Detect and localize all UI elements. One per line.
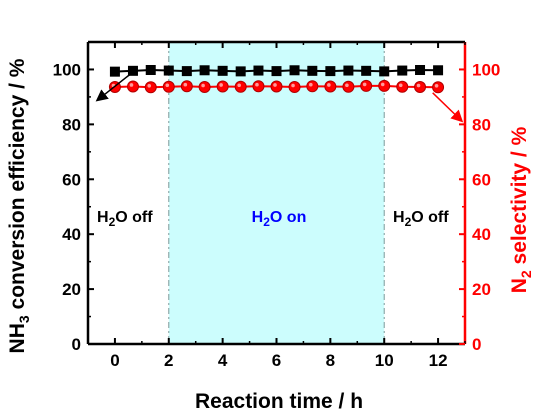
- data-point-square: [109, 66, 120, 77]
- data-point-square: [379, 66, 390, 77]
- x-axis-title: Reaction time / h: [195, 390, 363, 413]
- left-y-tick-label: 40: [62, 225, 81, 244]
- data-point-circle: [378, 79, 391, 92]
- data-point-square: [217, 65, 228, 76]
- data-point-square: [307, 65, 318, 76]
- left-y-tick-label: 60: [62, 170, 81, 189]
- x-tick-label: 12: [429, 351, 448, 370]
- x-tick-label: 4: [218, 351, 228, 370]
- x-tick-label: 6: [272, 351, 281, 370]
- right-y-tick-label: 40: [472, 225, 491, 244]
- data-series: [108, 65, 445, 94]
- data-point-highlight: [398, 83, 403, 88]
- arrow-to-left-axis: [95, 70, 135, 102]
- data-point-circle: [306, 80, 319, 93]
- data-point-circle: [288, 81, 301, 94]
- data-point-highlight: [362, 82, 367, 87]
- data-point-highlight: [165, 83, 170, 88]
- x-axis-ticks: 0 2 4 6 8 10 12: [87, 42, 466, 370]
- data-point-square: [199, 65, 210, 76]
- right-y-tick-label: 60: [472, 170, 491, 189]
- data-point-highlight: [129, 83, 134, 87]
- data-point-circle: [126, 80, 139, 93]
- right-y-tick-label: 20: [472, 280, 491, 299]
- data-point-circle: [342, 80, 355, 93]
- annotation-middle: H2O on: [252, 209, 307, 229]
- data-point-square: [397, 65, 408, 76]
- right-y-axis-title: N2 selectivity / %: [508, 126, 534, 293]
- right-y-tick-label: 100: [472, 60, 500, 79]
- x-tick-label: 8: [326, 351, 335, 370]
- data-point-circle: [414, 81, 427, 94]
- right-y-tick-label: 80: [472, 115, 491, 134]
- left-y-tick-label: 80: [62, 115, 81, 134]
- data-point-circle: [252, 80, 265, 93]
- data-point-highlight: [183, 82, 188, 87]
- data-point-square: [361, 65, 372, 76]
- data-point-square: [163, 65, 174, 76]
- data-point-square: [181, 66, 192, 77]
- data-point-square: [235, 66, 246, 77]
- arrow-to-right-axis: [432, 92, 464, 123]
- data-point-highlight: [309, 82, 313, 87]
- data-point-circle: [198, 81, 211, 94]
- data-point-square: [253, 65, 264, 76]
- data-point-square: [271, 66, 282, 77]
- data-point-highlight: [380, 82, 385, 87]
- left-y-tick-label: 0: [72, 335, 81, 354]
- data-point-square: [325, 66, 336, 77]
- data-point-square: [415, 65, 426, 76]
- data-point-highlight: [327, 83, 331, 87]
- right-y-axis-ticks: 0 20 40 60 80 100: [459, 60, 500, 354]
- left-y-axis-title: NH3 conversion efficiency / %: [6, 58, 32, 353]
- data-point-highlight: [201, 83, 205, 88]
- data-point-highlight: [416, 83, 421, 88]
- data-point-square: [127, 65, 138, 76]
- data-point-circle: [270, 80, 283, 93]
- left-y-axis-ticks: 0 20 40 60 80 100: [53, 60, 94, 354]
- data-point-circle: [234, 80, 247, 93]
- data-point-circle: [162, 80, 175, 93]
- annotation-right: H2O off: [393, 209, 449, 229]
- data-point-highlight: [434, 84, 439, 88]
- data-point-square: [343, 65, 354, 76]
- data-point-highlight: [273, 83, 277, 87]
- data-point-circle: [324, 80, 337, 93]
- data-point-circle: [180, 80, 193, 93]
- x-tick-label: 10: [375, 351, 394, 370]
- left-y-tick-label: 100: [53, 60, 81, 79]
- data-point-highlight: [255, 82, 259, 87]
- data-point-square: [433, 65, 444, 76]
- data-point-square: [145, 65, 156, 76]
- data-point-highlight: [219, 83, 223, 87]
- data-point-circle: [216, 80, 229, 93]
- data-point-highlight: [147, 84, 152, 88]
- x-tick-label: 2: [164, 351, 173, 370]
- right-y-tick-label: 0: [472, 335, 481, 354]
- data-point-circle: [432, 81, 445, 94]
- data-point-highlight: [345, 83, 349, 88]
- data-point-highlight: [237, 83, 241, 88]
- annotation-left: H2O off: [97, 209, 153, 229]
- data-point-circle: [144, 81, 157, 94]
- x-tick-label: 0: [110, 351, 119, 370]
- data-point-highlight: [291, 83, 295, 88]
- data-point-circle: [396, 80, 409, 93]
- left-y-tick-label: 20: [62, 280, 81, 299]
- data-point-square: [289, 65, 300, 76]
- axis-pointer-arrows: [95, 70, 464, 123]
- data-point-circle: [360, 79, 373, 92]
